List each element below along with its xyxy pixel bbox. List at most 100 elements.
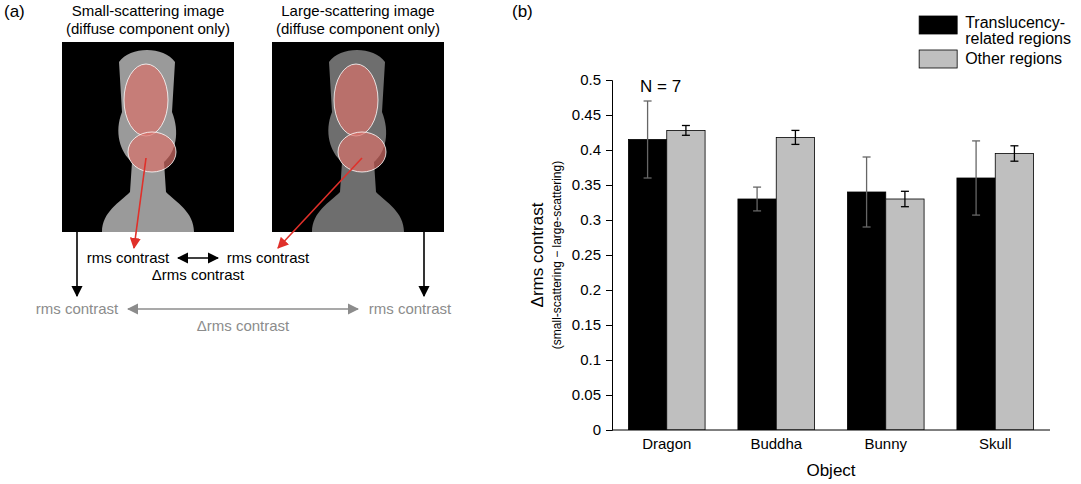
tick: 0.05 xyxy=(572,386,612,403)
error-bar-cap xyxy=(901,206,909,207)
image-title: Small-scattering image xyxy=(72,2,225,19)
bar xyxy=(847,192,885,430)
figure: (a)Small-scattering image(diffuse compon… xyxy=(0,0,1081,484)
error-bar-cap xyxy=(791,130,799,131)
tick: 0.4 xyxy=(580,141,612,158)
tick-mark xyxy=(606,80,612,81)
bar xyxy=(667,130,705,430)
tick-label: 0.4 xyxy=(580,141,601,158)
tick-label: 0.2 xyxy=(580,281,601,298)
image-background xyxy=(272,42,444,232)
error-bar xyxy=(1010,146,1018,161)
axis-line xyxy=(606,81,613,431)
measure-label: rms contrast xyxy=(87,249,170,266)
tick: 0.5 xyxy=(580,71,612,88)
tick-label: 0.25 xyxy=(572,246,601,263)
object-silhouette xyxy=(312,50,404,232)
error-bar-stem xyxy=(756,187,757,211)
translucency-region xyxy=(128,132,176,172)
error-bar xyxy=(644,101,652,178)
measure-label: rms contrast xyxy=(36,300,119,317)
error-bar xyxy=(901,191,909,206)
tick: Skull xyxy=(979,430,1012,452)
tick-mark xyxy=(606,220,612,221)
error-bar-stem xyxy=(1014,146,1015,161)
error-bar-cap xyxy=(644,100,652,101)
translucency-region xyxy=(334,64,378,136)
bar xyxy=(628,140,666,431)
tick: 0.1 xyxy=(580,351,612,368)
tick-mark xyxy=(606,150,612,151)
tick-label: Dragon xyxy=(642,435,691,452)
tick-mark xyxy=(606,325,612,326)
tick-label: 0.45 xyxy=(572,106,601,123)
tick-label: 0.3 xyxy=(580,211,601,228)
tick: 0.2 xyxy=(580,281,612,298)
tick-mark xyxy=(606,290,612,291)
legend: Translucency-related regions Other region… xyxy=(919,14,1071,68)
tick-mark xyxy=(606,115,612,116)
tick: Buddha xyxy=(750,430,802,452)
tick-label: Buddha xyxy=(750,435,802,452)
translucency-region xyxy=(338,132,386,172)
legend-label: Translucency-related regions xyxy=(965,14,1071,47)
panel-b: (b) 0 0.05 0.1 0.15 0.2 0.25 0.3 0.35 0.4 0.45 0.5 D… xyxy=(512,2,1071,480)
error-bar-stem xyxy=(866,157,867,227)
tick-label: Bunny xyxy=(864,435,907,452)
tick: 0 xyxy=(593,421,612,438)
error-bar-cap xyxy=(753,210,761,211)
error-bar-stem xyxy=(647,101,648,178)
arrow xyxy=(134,158,146,248)
measure-label: rms contrast xyxy=(369,300,452,317)
legend-entry: Other regions xyxy=(919,50,1062,68)
measure-label: rms contrast xyxy=(227,249,310,266)
tick-mark xyxy=(606,255,612,256)
x-axis: Dragon Buddha Bunny Skull xyxy=(612,430,1050,452)
tick: Bunny xyxy=(864,430,907,452)
arrow xyxy=(278,158,362,248)
difference-label: Δrms contrast xyxy=(197,317,290,334)
tick-mark xyxy=(606,360,612,361)
image-title: Large-scattering image xyxy=(281,2,434,19)
tick-mark xyxy=(606,430,612,431)
tick: 0.15 xyxy=(572,316,612,333)
image-background xyxy=(62,42,234,232)
error-bar xyxy=(682,126,690,136)
bar xyxy=(738,199,776,430)
error-bar-stem xyxy=(685,126,686,136)
error-bar-cap xyxy=(863,156,871,157)
tick-label: 0.35 xyxy=(572,176,601,193)
y-axis-subtitle: (small-scattering − large-scattering) xyxy=(550,161,564,349)
image-subtitle: (diffuse component only) xyxy=(276,20,440,37)
tick-label: 0.1 xyxy=(580,351,601,368)
tick-mark xyxy=(606,185,612,186)
tick: Dragon xyxy=(642,430,691,452)
tick-label: 0.5 xyxy=(580,71,601,88)
object-silhouette xyxy=(102,50,194,232)
tick: 0.3 xyxy=(580,211,612,228)
translucency-region xyxy=(124,64,168,136)
difference-label: Δrms contrast xyxy=(152,266,245,283)
marks xyxy=(628,101,1033,430)
tick-label: 0.15 xyxy=(572,316,601,333)
annotation: N = 7 xyxy=(640,77,681,96)
stimulus-image xyxy=(62,42,234,232)
error-bar-cap xyxy=(791,144,799,145)
bar xyxy=(886,199,924,430)
axis-line xyxy=(612,430,1050,431)
legend-swatch xyxy=(919,50,957,68)
error-bar-cap xyxy=(972,140,980,141)
tick-mark xyxy=(606,395,612,396)
error-bar-cap xyxy=(682,125,690,126)
panel-a: (a)Small-scattering image(diffuse compon… xyxy=(4,2,452,334)
arrow xyxy=(423,232,425,296)
error-bar-cap xyxy=(901,191,909,192)
stimulus-image xyxy=(272,42,444,232)
tick: 0.35 xyxy=(572,176,612,193)
panel-label: (b) xyxy=(512,2,533,21)
bar xyxy=(776,137,814,430)
tick: 0.45 xyxy=(572,106,612,123)
legend-swatch xyxy=(919,16,957,34)
y-axis: 0 0.05 0.1 0.15 0.2 0.25 0.3 0.35 0.4 0.45 0.5 xyxy=(572,71,613,438)
error-bar-cap xyxy=(863,226,871,227)
